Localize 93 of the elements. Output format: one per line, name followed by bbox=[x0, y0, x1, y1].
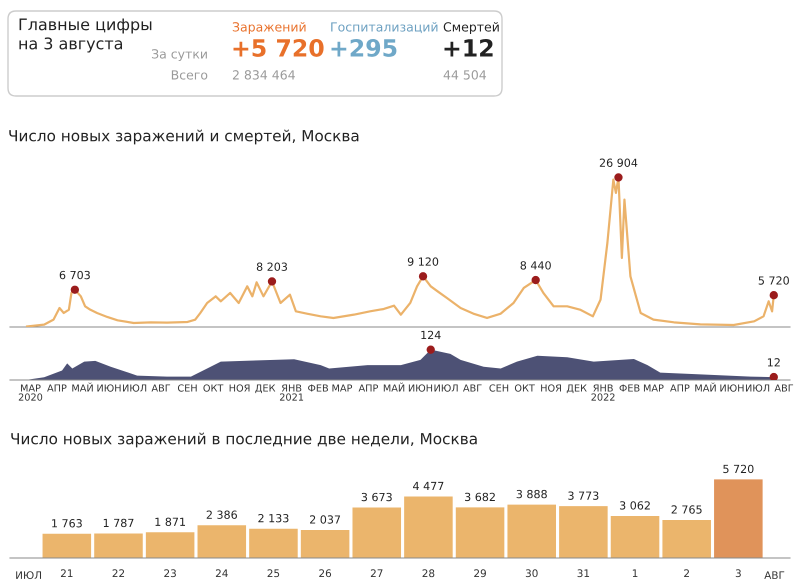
text: Всего bbox=[172, 70, 208, 80]
text: За сутки bbox=[152, 49, 207, 62]
data-label: 3 773 bbox=[568, 491, 598, 500]
x-tick-label: 24 bbox=[216, 569, 228, 578]
data-label: 26 904 bbox=[600, 158, 638, 167]
chart-title: Число новых заражений в последние две недели, Москва bbox=[11, 432, 477, 448]
x-tick-label: ИЮН bbox=[97, 384, 121, 392]
x-tick-label: 2 bbox=[684, 569, 689, 578]
x-tick-label: СЕН bbox=[178, 384, 197, 392]
bar bbox=[714, 479, 763, 558]
chart-title: Число новых заражений и смертей, Москва bbox=[9, 130, 358, 144]
x-tick-label: ИЮЛ bbox=[434, 384, 458, 392]
x-tick-label: 1 bbox=[632, 569, 638, 578]
x-tick-label: АВГ bbox=[152, 384, 170, 392]
bar bbox=[559, 506, 608, 558]
x-tick-label: 22 bbox=[112, 569, 124, 578]
text: +5 720 bbox=[234, 38, 324, 57]
x-tick-label: ЯНВ 2022 bbox=[591, 384, 615, 401]
x-tick-label: АВГ bbox=[774, 384, 794, 392]
data-label: 1 871 bbox=[155, 518, 186, 526]
bar bbox=[404, 496, 453, 558]
x-tick-label: ДЕК bbox=[255, 384, 276, 394]
data-label: 3 673 bbox=[362, 492, 392, 502]
bar bbox=[94, 533, 143, 558]
bar bbox=[507, 504, 556, 558]
data-label: 1 763 bbox=[52, 519, 82, 528]
x-tick-label: ДЕК bbox=[566, 384, 587, 394]
x-tick-label: 29 bbox=[474, 569, 486, 578]
data-label: 5 720 bbox=[758, 276, 789, 285]
text: Заражений bbox=[232, 22, 306, 34]
data-label: 3 888 bbox=[516, 490, 547, 498]
x-tick-label: ИЮН bbox=[408, 384, 432, 392]
x-tick-label: ОКТ bbox=[203, 384, 224, 392]
x-tick-label: НОЯ bbox=[230, 384, 250, 392]
data-label: 2 386 bbox=[206, 510, 237, 519]
text: Смертей bbox=[444, 22, 499, 34]
x-tick-label: 21 bbox=[60, 569, 72, 578]
x-tick-label: 31 bbox=[578, 569, 590, 578]
text: Госпитализаций bbox=[331, 22, 438, 34]
bar bbox=[146, 532, 194, 558]
x-tick-label: 28 bbox=[422, 569, 434, 578]
bar bbox=[300, 530, 350, 558]
data-label: 5 720 bbox=[723, 464, 754, 474]
data-label: 12 bbox=[768, 358, 780, 366]
x-tick-label: 25 bbox=[268, 569, 280, 578]
text: +295 bbox=[332, 38, 396, 57]
x-tick-label: ИЮН bbox=[720, 384, 744, 392]
data-label: 2 037 bbox=[310, 515, 340, 524]
x-tick-label: ОКТ bbox=[514, 384, 535, 392]
x-tick-label: НОЯ bbox=[541, 384, 561, 392]
x-tick-label: 26 bbox=[319, 569, 332, 578]
x-tick-label: АПР bbox=[670, 384, 690, 392]
data-label: 6 703 bbox=[60, 270, 90, 280]
text: Главные цифры на 3 августа bbox=[19, 18, 152, 53]
bar bbox=[610, 516, 660, 558]
x-tick-label: МАР 2020 bbox=[18, 384, 42, 401]
bar bbox=[42, 534, 92, 558]
data-label: 4 477 bbox=[413, 482, 444, 490]
bar bbox=[352, 508, 402, 558]
x-tick-label: МАР bbox=[332, 384, 352, 392]
x-tick-label: 3 bbox=[736, 569, 741, 578]
text: +12 bbox=[444, 38, 493, 57]
x-tick-label: МАЙ bbox=[384, 382, 404, 392]
x-tick-label: 27 bbox=[370, 569, 382, 578]
data-label: 3 682 bbox=[465, 492, 495, 502]
bar bbox=[456, 507, 504, 558]
x-tick-label: АПР bbox=[47, 384, 67, 392]
x-tick-label: АВГ bbox=[462, 384, 482, 392]
bar bbox=[249, 528, 298, 558]
text: 44 504 bbox=[444, 70, 486, 80]
x-tick-label: МАЙ bbox=[72, 382, 93, 392]
x-tick-label: ИЮЛ bbox=[746, 384, 770, 392]
data-label: 1 787 bbox=[104, 518, 134, 528]
x-tick-label: МАЙ bbox=[695, 382, 716, 392]
x-tick-label: ЯНВ 2021 bbox=[280, 384, 304, 401]
data-label: 2 133 bbox=[258, 514, 288, 522]
x-tick-label: ФЕВ bbox=[620, 384, 640, 392]
bar bbox=[662, 520, 711, 558]
text: 2 834 464 bbox=[232, 70, 295, 80]
bar bbox=[198, 525, 246, 558]
x-tick-label: СЕН bbox=[489, 384, 508, 392]
x-tick-label: 30 bbox=[526, 569, 538, 578]
data-label: 124 bbox=[421, 330, 441, 340]
x-tick-label: 23 bbox=[164, 569, 176, 578]
data-label: 2 765 bbox=[672, 505, 702, 514]
data-label: 3 062 bbox=[620, 501, 650, 510]
x-tick-label: АПР bbox=[358, 384, 378, 392]
x-tick-label: ФЕВ bbox=[308, 384, 328, 392]
x-tick-label: МАР bbox=[644, 384, 664, 392]
x-tick-label: ИЮЛ bbox=[123, 384, 146, 392]
data-label: 8 203 bbox=[256, 262, 288, 271]
data-label: 8 440 bbox=[520, 261, 551, 270]
data-label: 9 120 bbox=[408, 257, 438, 266]
